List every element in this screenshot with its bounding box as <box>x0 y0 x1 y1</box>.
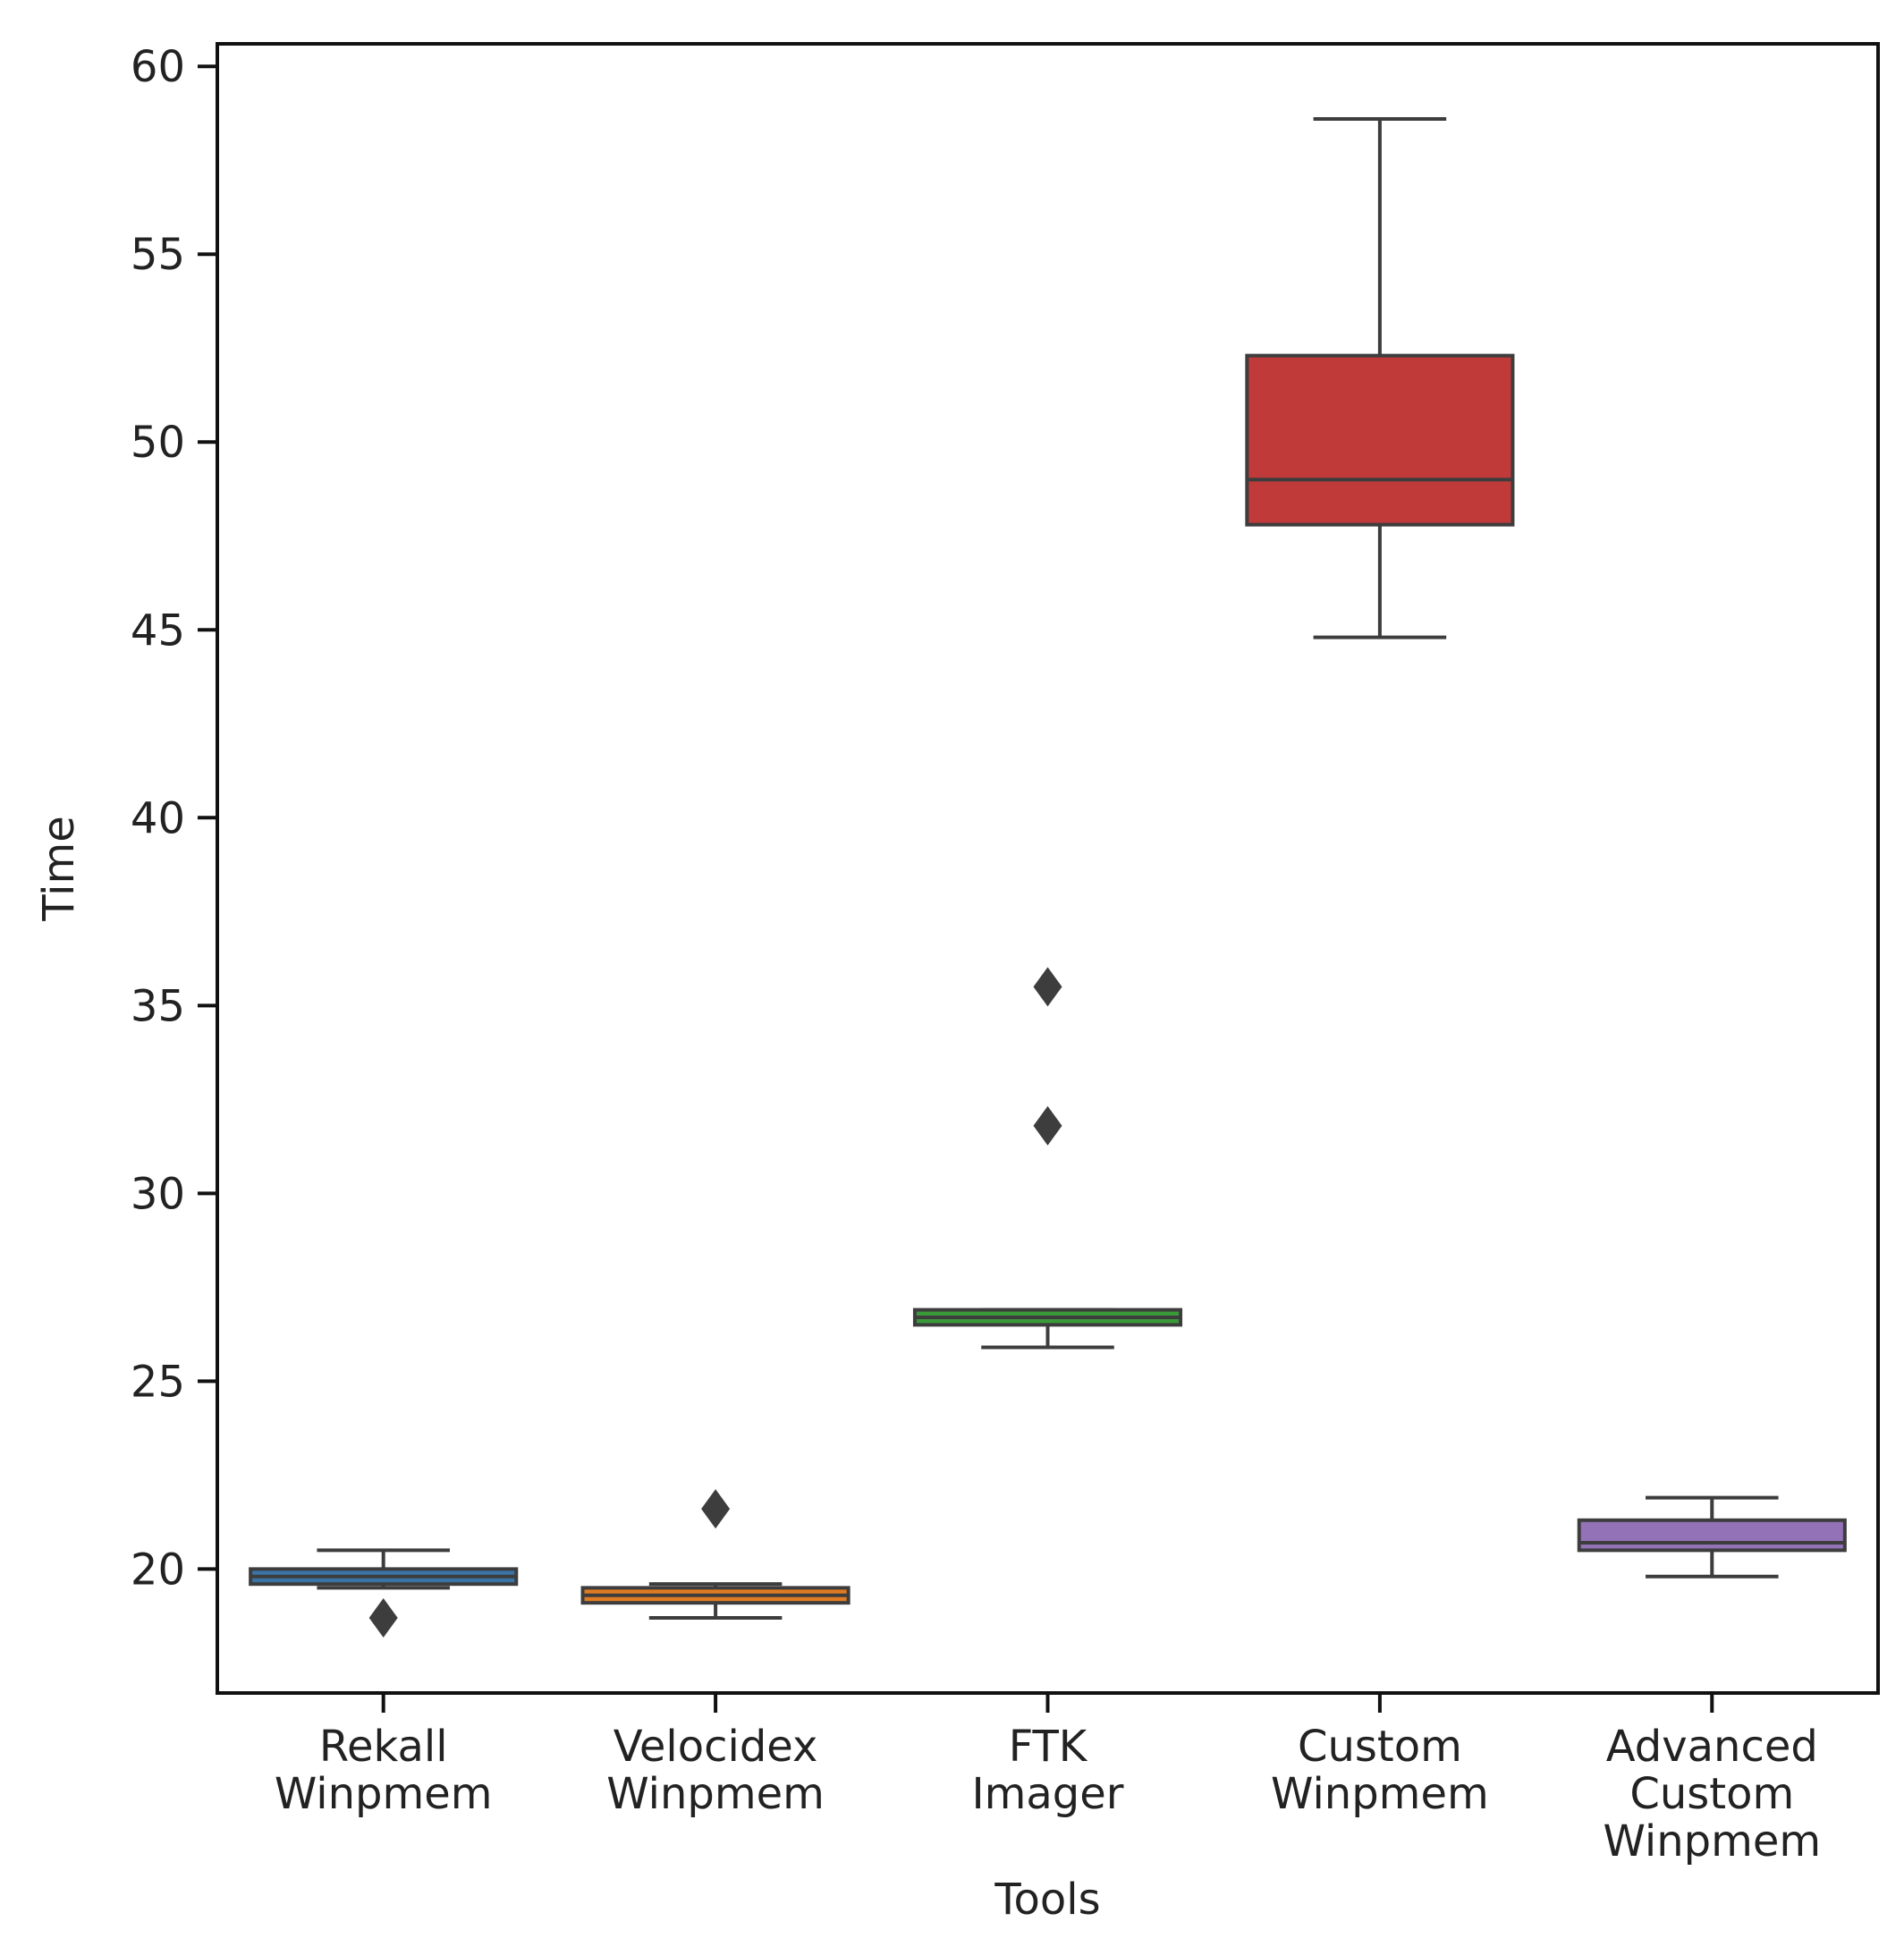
x-tick-label: Advanced <box>1606 1722 1818 1772</box>
iqr-box <box>1245 353 1515 527</box>
x-tick-label: FTK <box>1009 1722 1088 1772</box>
outlier-marker <box>1033 1105 1062 1146</box>
x-axis-label: Tools <box>994 1875 1100 1925</box>
y-tick-label: 55 <box>131 230 185 280</box>
y-tick-label: 50 <box>131 418 185 468</box>
x-tick-label: Winpmem <box>1603 1816 1821 1867</box>
x-tick-label: Winpmem <box>275 1769 493 1819</box>
y-tick-label: 20 <box>131 1545 185 1595</box>
y-tick-label: 35 <box>131 981 185 1031</box>
box-group <box>1245 117 1515 639</box>
outlier-marker <box>368 1597 398 1638</box>
box-group <box>249 1548 519 1638</box>
x-tick-label: Winpmem <box>1271 1769 1489 1819</box>
x-tick-label: Custom <box>1629 1769 1794 1819</box>
outlier-marker <box>1033 967 1062 1007</box>
x-tick-label: Velocidex <box>614 1722 818 1772</box>
y-tick-label: 45 <box>131 605 185 656</box>
box-group <box>1577 1495 1847 1579</box>
y-axis-label: Time <box>34 816 84 921</box>
y-tick-label: 60 <box>131 42 185 92</box>
box-group <box>912 967 1183 1350</box>
y-tick-label: 40 <box>131 793 185 843</box>
outlier-marker <box>701 1489 731 1529</box>
x-tick-label: Custom <box>1298 1722 1462 1772</box>
y-tick-label: 25 <box>131 1357 185 1407</box>
iqr-box <box>1577 1518 1847 1553</box>
y-tick-label: 30 <box>131 1169 185 1219</box>
box-group <box>580 1489 850 1620</box>
x-tick-label: Rekall <box>319 1722 448 1772</box>
x-tick-label: Winpmem <box>606 1769 825 1819</box>
x-tick-label: Imager <box>971 1769 1123 1819</box>
axis-ticks: 202530354045505560RekallWinpmemVelocidex… <box>131 42 1821 1867</box>
plot-marks <box>249 117 1847 1638</box>
